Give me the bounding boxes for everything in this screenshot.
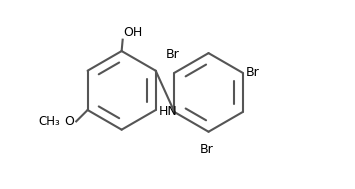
Text: Br: Br <box>165 48 179 61</box>
Text: O: O <box>65 115 75 128</box>
Text: HN: HN <box>159 105 178 118</box>
Text: Br: Br <box>246 66 260 79</box>
Text: Br: Br <box>200 143 213 156</box>
Text: CH₃: CH₃ <box>38 115 60 128</box>
Text: OH: OH <box>123 26 143 39</box>
